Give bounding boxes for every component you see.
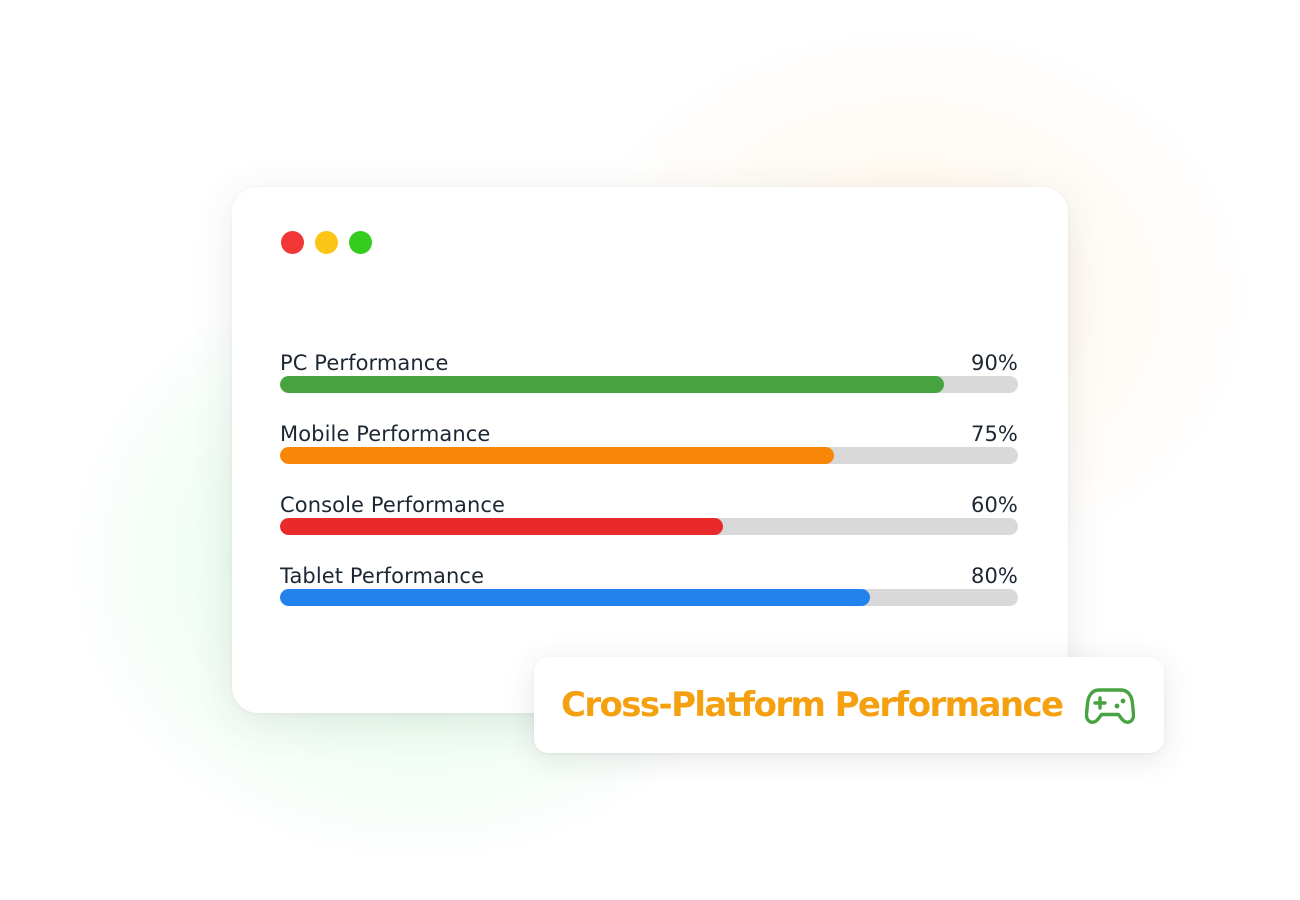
window-controls xyxy=(281,231,372,254)
progress-fill xyxy=(280,589,871,606)
metric-value: 90% xyxy=(971,351,1018,375)
metric-label: PC Performance xyxy=(280,351,449,375)
progress-fill xyxy=(280,376,945,393)
progress-fill xyxy=(280,447,834,464)
metric-value: 80% xyxy=(971,564,1018,588)
badge-title: Cross-Platform Performance xyxy=(561,685,1064,725)
metric-row-pc: PC Performance 90% xyxy=(280,346,1018,417)
metric-value: 60% xyxy=(971,493,1018,517)
progress-track xyxy=(280,589,1018,606)
metric-row-tablet: Tablet Performance 80% xyxy=(280,559,1018,630)
close-dot-icon[interactable] xyxy=(281,231,304,254)
metrics-list: PC Performance 90% Mobile Performance 75… xyxy=(280,346,1018,630)
metric-value: 75% xyxy=(971,422,1018,446)
progress-fill xyxy=(280,518,723,535)
progress-track xyxy=(280,376,1018,393)
gamepad-icon xyxy=(1085,688,1135,724)
progress-track xyxy=(280,447,1018,464)
metric-label: Console Performance xyxy=(280,493,506,517)
metric-label: Mobile Performance xyxy=(280,422,491,446)
performance-window: PC Performance 90% Mobile Performance 75… xyxy=(232,187,1068,713)
minimize-dot-icon[interactable] xyxy=(315,231,338,254)
metric-row-mobile: Mobile Performance 75% xyxy=(280,417,1018,488)
metric-row-console: Console Performance 60% xyxy=(280,488,1018,559)
maximize-dot-icon[interactable] xyxy=(349,231,372,254)
metric-label: Tablet Performance xyxy=(280,564,485,588)
cross-platform-badge: Cross-Platform Performance xyxy=(534,657,1164,753)
progress-track xyxy=(280,518,1018,535)
